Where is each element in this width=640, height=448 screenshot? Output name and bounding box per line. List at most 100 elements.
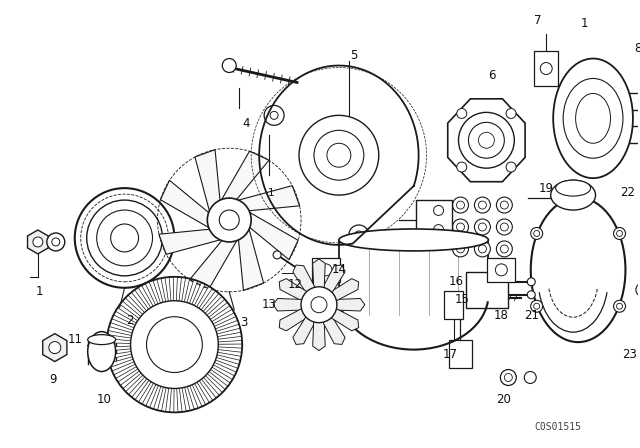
- Circle shape: [52, 238, 60, 246]
- Bar: [415, 200, 452, 240]
- Polygon shape: [108, 352, 132, 359]
- Polygon shape: [182, 278, 189, 302]
- Ellipse shape: [88, 335, 116, 345]
- Ellipse shape: [88, 332, 116, 371]
- Circle shape: [479, 132, 494, 148]
- Circle shape: [468, 122, 504, 158]
- Circle shape: [495, 264, 508, 276]
- Text: 1: 1: [36, 285, 44, 298]
- Text: 4: 4: [243, 117, 250, 130]
- Text: 20: 20: [496, 393, 511, 406]
- Circle shape: [500, 223, 508, 231]
- Bar: [534, 51, 558, 86]
- Text: 7: 7: [534, 14, 542, 27]
- Text: 5: 5: [350, 49, 358, 62]
- Circle shape: [479, 223, 486, 231]
- Bar: [488, 258, 515, 282]
- Polygon shape: [313, 259, 325, 288]
- Circle shape: [474, 197, 490, 213]
- Polygon shape: [293, 265, 315, 293]
- Circle shape: [270, 112, 278, 119]
- Polygon shape: [209, 302, 230, 319]
- Circle shape: [433, 224, 444, 235]
- Polygon shape: [331, 279, 358, 301]
- Polygon shape: [205, 296, 225, 315]
- Polygon shape: [146, 384, 158, 408]
- Polygon shape: [196, 286, 212, 308]
- Polygon shape: [138, 285, 153, 308]
- Polygon shape: [293, 317, 315, 345]
- Text: 1: 1: [268, 188, 275, 198]
- Polygon shape: [28, 230, 48, 254]
- Text: C0S01515: C0S01515: [534, 422, 582, 432]
- Circle shape: [355, 231, 363, 239]
- Circle shape: [452, 197, 468, 213]
- Circle shape: [500, 245, 508, 253]
- Polygon shape: [153, 279, 163, 303]
- Polygon shape: [112, 315, 135, 328]
- Circle shape: [320, 264, 332, 276]
- Text: 2: 2: [126, 314, 133, 327]
- Circle shape: [33, 237, 43, 247]
- Polygon shape: [195, 150, 220, 211]
- Polygon shape: [209, 370, 230, 386]
- Polygon shape: [107, 339, 131, 344]
- Circle shape: [506, 108, 516, 118]
- Polygon shape: [161, 277, 168, 302]
- Polygon shape: [125, 295, 145, 314]
- Text: 10: 10: [96, 393, 111, 406]
- Polygon shape: [279, 279, 307, 301]
- Text: 19: 19: [539, 181, 554, 194]
- Polygon shape: [169, 277, 173, 301]
- Circle shape: [458, 112, 515, 168]
- Polygon shape: [250, 212, 298, 260]
- Text: 6: 6: [488, 69, 495, 82]
- Polygon shape: [218, 340, 242, 345]
- Circle shape: [147, 317, 202, 373]
- Polygon shape: [279, 309, 307, 331]
- Circle shape: [207, 198, 251, 242]
- Polygon shape: [161, 180, 209, 228]
- Polygon shape: [331, 309, 358, 331]
- Polygon shape: [138, 382, 154, 404]
- Circle shape: [456, 201, 465, 209]
- Circle shape: [614, 228, 625, 239]
- Polygon shape: [109, 357, 133, 367]
- Circle shape: [531, 228, 543, 239]
- Ellipse shape: [553, 59, 633, 178]
- Polygon shape: [218, 344, 242, 348]
- Text: 21: 21: [524, 309, 539, 322]
- Polygon shape: [182, 387, 190, 411]
- Polygon shape: [323, 317, 345, 345]
- Text: 16: 16: [449, 276, 464, 289]
- Bar: [444, 291, 463, 319]
- Circle shape: [636, 283, 640, 297]
- Circle shape: [540, 63, 552, 74]
- Circle shape: [616, 230, 623, 237]
- Circle shape: [264, 105, 284, 125]
- Circle shape: [299, 115, 379, 195]
- Text: 17: 17: [443, 348, 458, 361]
- Polygon shape: [132, 379, 149, 400]
- Circle shape: [314, 130, 364, 180]
- Circle shape: [534, 230, 540, 237]
- Circle shape: [500, 370, 516, 385]
- Polygon shape: [161, 388, 169, 412]
- Circle shape: [349, 225, 369, 245]
- Polygon shape: [187, 280, 198, 303]
- Circle shape: [433, 206, 444, 215]
- Polygon shape: [43, 334, 67, 362]
- Text: 13: 13: [262, 298, 276, 311]
- Polygon shape: [273, 298, 302, 311]
- Polygon shape: [177, 277, 182, 301]
- Text: 12: 12: [287, 278, 303, 291]
- Bar: [312, 258, 340, 282]
- Ellipse shape: [531, 198, 625, 342]
- Circle shape: [479, 245, 486, 253]
- Polygon shape: [218, 349, 242, 356]
- Text: 3: 3: [241, 316, 248, 329]
- Circle shape: [457, 162, 467, 172]
- Polygon shape: [116, 366, 138, 382]
- Ellipse shape: [556, 180, 591, 196]
- Circle shape: [452, 219, 468, 235]
